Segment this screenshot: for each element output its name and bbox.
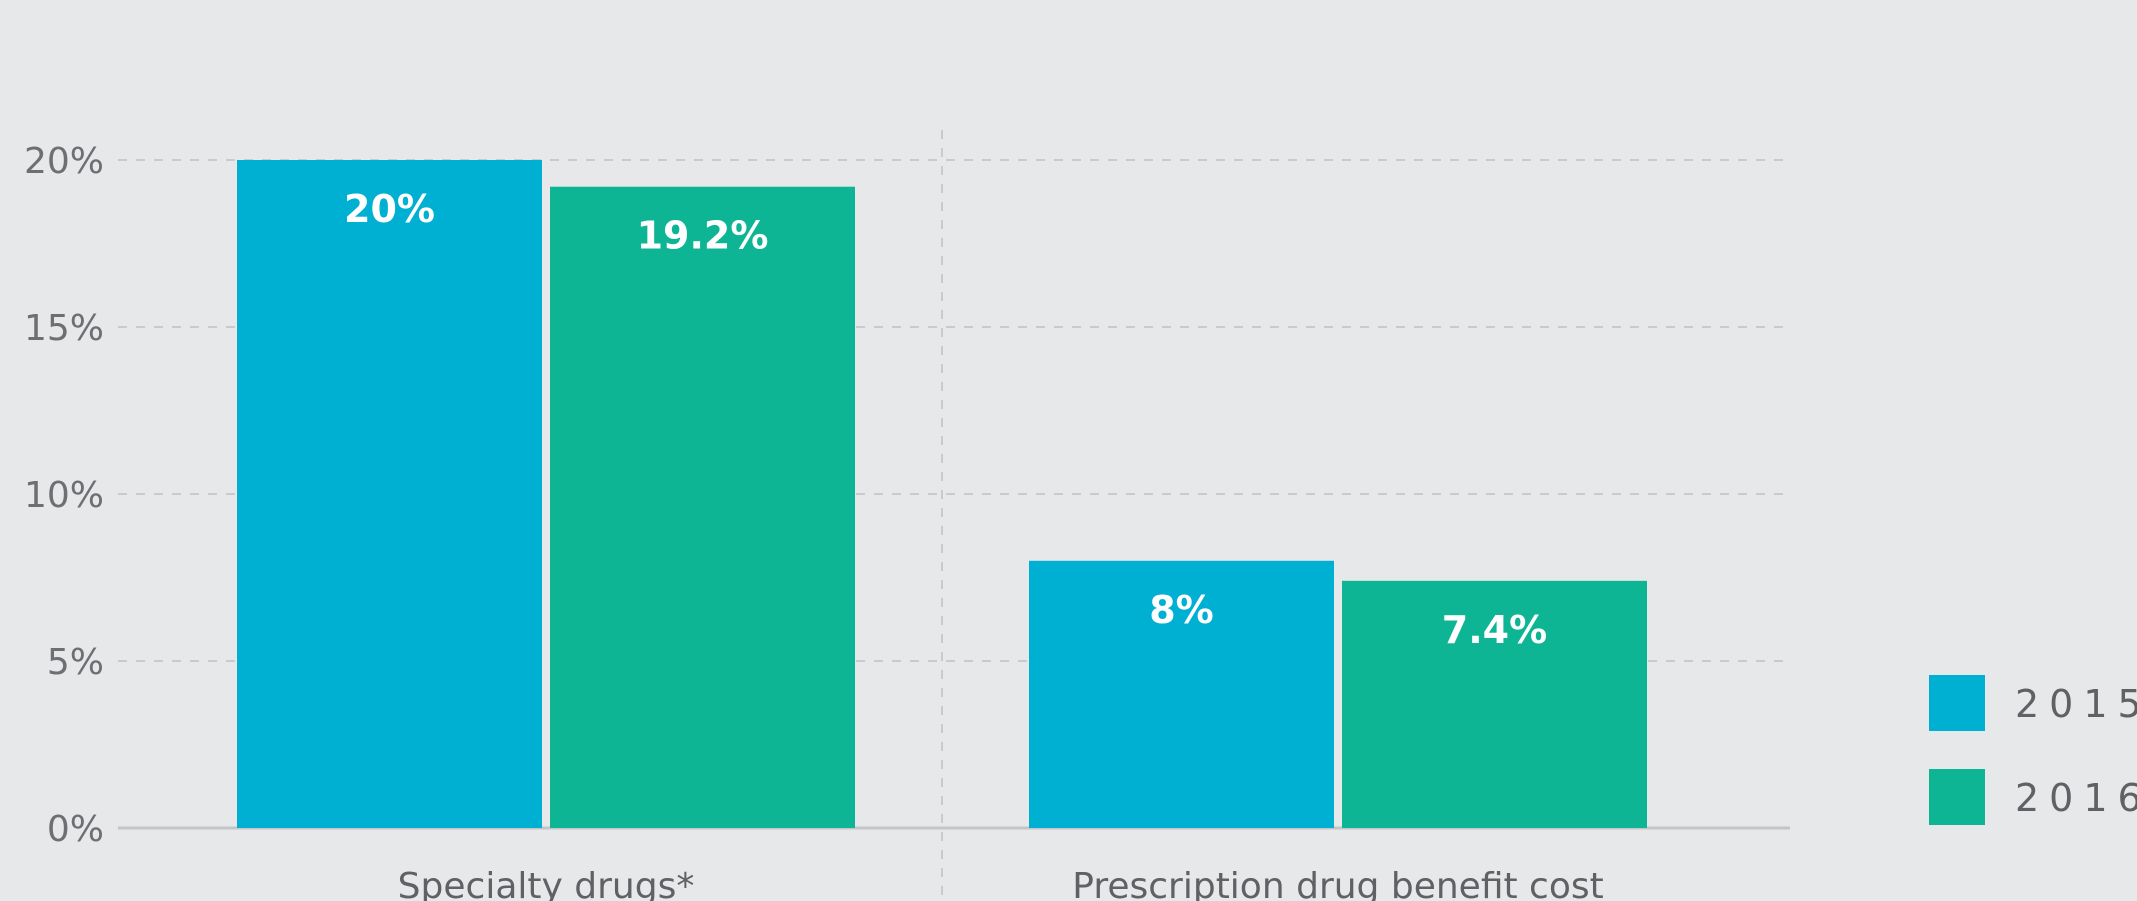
legend-swatch — [1929, 769, 1985, 825]
category-label: Specialty drugs* — [398, 866, 695, 901]
legend-label: 2015 — [2015, 682, 2137, 726]
y-tick-label: 0% — [47, 809, 104, 850]
category-label: Prescription drug benefit cost — [1072, 866, 1604, 901]
bar — [1342, 580, 1647, 828]
bar — [237, 160, 542, 828]
y-tick-label: 15% — [24, 308, 104, 349]
legend-swatch — [1929, 675, 1985, 731]
y-tick-label: 5% — [47, 642, 104, 683]
y-tick-label: 20% — [24, 141, 104, 182]
x-axis-categories: Specialty drugs* Prescription drug benefi… — [398, 866, 1604, 901]
data-label: 7.4% — [1442, 608, 1547, 652]
data-label: 20% — [344, 187, 435, 231]
y-tick-label: 10% — [24, 475, 104, 516]
bar — [1029, 560, 1334, 828]
bar — [550, 186, 855, 829]
bars — [237, 160, 1647, 829]
legend-label: 2016 — [2015, 776, 2137, 820]
data-labels: 20% 19.2% 8% 7.4% — [344, 187, 1547, 652]
data-label: 19.2% — [637, 214, 769, 258]
data-label: 8% — [1149, 588, 1214, 632]
legend: 2015 2016 — [1929, 675, 2137, 825]
y-axis-ticks: 0% 5% 10% 15% 20% — [24, 141, 104, 850]
